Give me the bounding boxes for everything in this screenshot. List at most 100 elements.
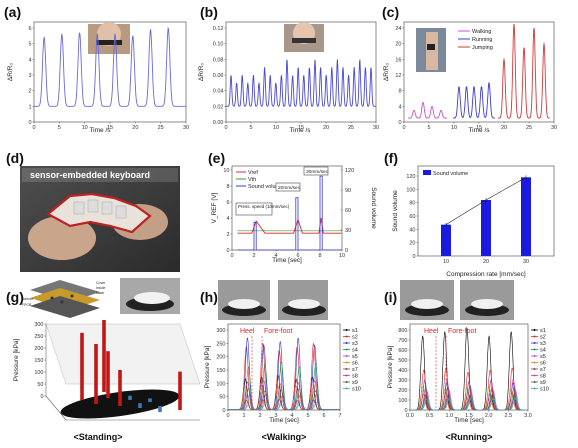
sensor-line-s8 bbox=[410, 378, 528, 411]
a-ytick: 1 bbox=[28, 104, 31, 110]
legend-item-s3: s3 bbox=[540, 341, 546, 347]
sensor-line-s10 bbox=[228, 401, 340, 410]
g-ytick: 150 bbox=[34, 358, 43, 364]
i-xtick: 1.5 bbox=[465, 413, 473, 419]
e-right-ytick: 60 bbox=[345, 208, 351, 214]
inset-label-cover: Cover bbox=[96, 281, 106, 285]
panel-a: 0 1 2 3 4 5 6 0 5 10 15 20 25 30 Time /s ΔR/R₀ bbox=[7, 21, 189, 134]
legend-c: Walking Running Jumping bbox=[458, 29, 493, 51]
e-xtick: 0 bbox=[230, 253, 233, 259]
legend-f: Sound volume bbox=[423, 170, 468, 177]
b-ytick: 0.08 bbox=[213, 57, 224, 63]
a-ytick: 3 bbox=[28, 73, 31, 79]
series-line-a bbox=[34, 26, 186, 107]
photo-foot-heel-h bbox=[218, 280, 270, 320]
legend-item-sound-volume-f: Sound volume bbox=[433, 171, 468, 177]
g-ytick: 300 bbox=[34, 322, 43, 328]
panel-label-b: (b) bbox=[200, 4, 218, 20]
heel-label-i: Heel bbox=[424, 328, 439, 335]
legend-item-s1: s1 bbox=[540, 328, 546, 334]
b-ytick: 0.02 bbox=[213, 104, 224, 110]
legend-item-s5: s5 bbox=[540, 354, 546, 360]
pressure-bar bbox=[128, 395, 132, 400]
legend-item-s2: s2 bbox=[540, 335, 546, 341]
photo-neck-b bbox=[284, 22, 324, 52]
legend-item-s9: s9 bbox=[352, 380, 358, 386]
a-xtick: 0 bbox=[32, 125, 35, 131]
b-xtick: 15 bbox=[298, 125, 304, 131]
a-ytick: 0 bbox=[28, 120, 31, 126]
legend-item-s1: s1 bbox=[352, 328, 358, 334]
xtick-f: 10 bbox=[443, 259, 449, 265]
c-xtick: 20 bbox=[501, 125, 507, 131]
panel-label-f: (f) bbox=[384, 150, 398, 166]
caption-h: <Walking> bbox=[262, 432, 307, 442]
xlabel-h: Time [sec] bbox=[269, 417, 299, 424]
h-ytick: 250 bbox=[216, 341, 225, 347]
c-xtick: 10 bbox=[451, 125, 457, 131]
h-ytick: 50 bbox=[219, 395, 225, 401]
panel-b: 0.00 0.02 0.04 0.06 0.08 0.10 0.12 0 5 10 15 20 25 30… bbox=[198, 21, 379, 134]
g-ytick: 200 bbox=[34, 346, 43, 352]
g-ytick: 250 bbox=[34, 334, 43, 340]
inset-label-sensor: Sensor bbox=[22, 297, 34, 301]
e-ytick: 0 bbox=[226, 248, 229, 254]
legend-e: Vref Vth Sound volume bbox=[236, 170, 283, 190]
panel-label-h: (h) bbox=[200, 289, 218, 305]
legend-item-s4: s4 bbox=[540, 348, 546, 354]
f-ytick: 40 bbox=[409, 227, 415, 233]
inset-label-fpcb: FPCB bbox=[22, 303, 32, 307]
e-xtick: 4 bbox=[274, 253, 277, 259]
a-xtick: 25 bbox=[158, 125, 164, 131]
pressure-bar bbox=[102, 320, 106, 392]
h-xtick: 6 bbox=[322, 413, 325, 419]
ylabel-left-e: V_REF [V] bbox=[211, 192, 218, 223]
panel-i: 0 100 200 300 400 500 600 700 800 0.0 0.5 1.0 1.5 2.0… bbox=[387, 280, 549, 442]
panel-c: Walking Running Jumping 0 4 8 12 16 20 24 0 5 10 1… bbox=[383, 21, 557, 134]
ylabel-b: ΔR/R₀ bbox=[198, 63, 205, 82]
h-xtick: 4 bbox=[290, 413, 293, 419]
b-xtick: 30 bbox=[373, 125, 379, 131]
c-ytick: 24 bbox=[395, 26, 401, 32]
photo-neck-a bbox=[88, 22, 130, 54]
c-xtick: 15 bbox=[476, 125, 482, 131]
panel-label-c: (c) bbox=[382, 4, 399, 20]
c-ytick: 20 bbox=[395, 42, 401, 48]
c-xtick: 0 bbox=[402, 125, 405, 131]
g-ytick: 100 bbox=[34, 370, 43, 376]
legend-item-sound: Sound volume bbox=[248, 184, 283, 190]
h-ytick: 200 bbox=[216, 355, 225, 361]
f-ytick: 80 bbox=[409, 201, 415, 207]
series-line-sound-volume bbox=[237, 175, 342, 251]
photo-foot-forefoot-h bbox=[278, 280, 328, 320]
caption-g: <Standing> bbox=[73, 432, 122, 442]
3d-axes-g bbox=[45, 323, 201, 421]
a-ytick: 6 bbox=[28, 26, 31, 32]
trend-line-f bbox=[445, 177, 527, 225]
c-ytick: 12 bbox=[395, 73, 401, 79]
bar-20 bbox=[481, 200, 491, 256]
annotation-10mm: Press. speed (10mm/sec) bbox=[235, 202, 290, 216]
e-ytick: 2 bbox=[226, 232, 229, 238]
h-xtick: 7 bbox=[338, 413, 341, 419]
legend-item-s6: s6 bbox=[540, 361, 546, 367]
series-line-running bbox=[453, 82, 495, 119]
panel-label-g: (g) bbox=[6, 289, 24, 305]
b-ytick: 0.06 bbox=[213, 73, 224, 79]
legend-item-s4: s4 bbox=[352, 348, 358, 354]
forefoot-label-i: Fore-foot bbox=[448, 328, 476, 335]
legend-item-s9: s9 bbox=[540, 380, 546, 386]
legend-item-s3: s3 bbox=[352, 341, 358, 347]
ylabel-right-e: Sound volume bbox=[370, 187, 377, 229]
g-ytick: 50 bbox=[37, 382, 43, 388]
xlabel-i: Time [sec] bbox=[454, 417, 484, 424]
forefoot-label-h: Fore-foot bbox=[264, 328, 292, 335]
i-ytick: 700 bbox=[398, 338, 407, 344]
h-xtick: 1 bbox=[242, 413, 245, 419]
c-ytick: 0 bbox=[398, 120, 401, 126]
xlabel-a: Time /s bbox=[89, 127, 111, 134]
sensor-line-s5 bbox=[228, 393, 340, 410]
panel-f: 0 20 40 60 80 100 120 10 20 30 Sound volume Compr… bbox=[392, 165, 555, 278]
